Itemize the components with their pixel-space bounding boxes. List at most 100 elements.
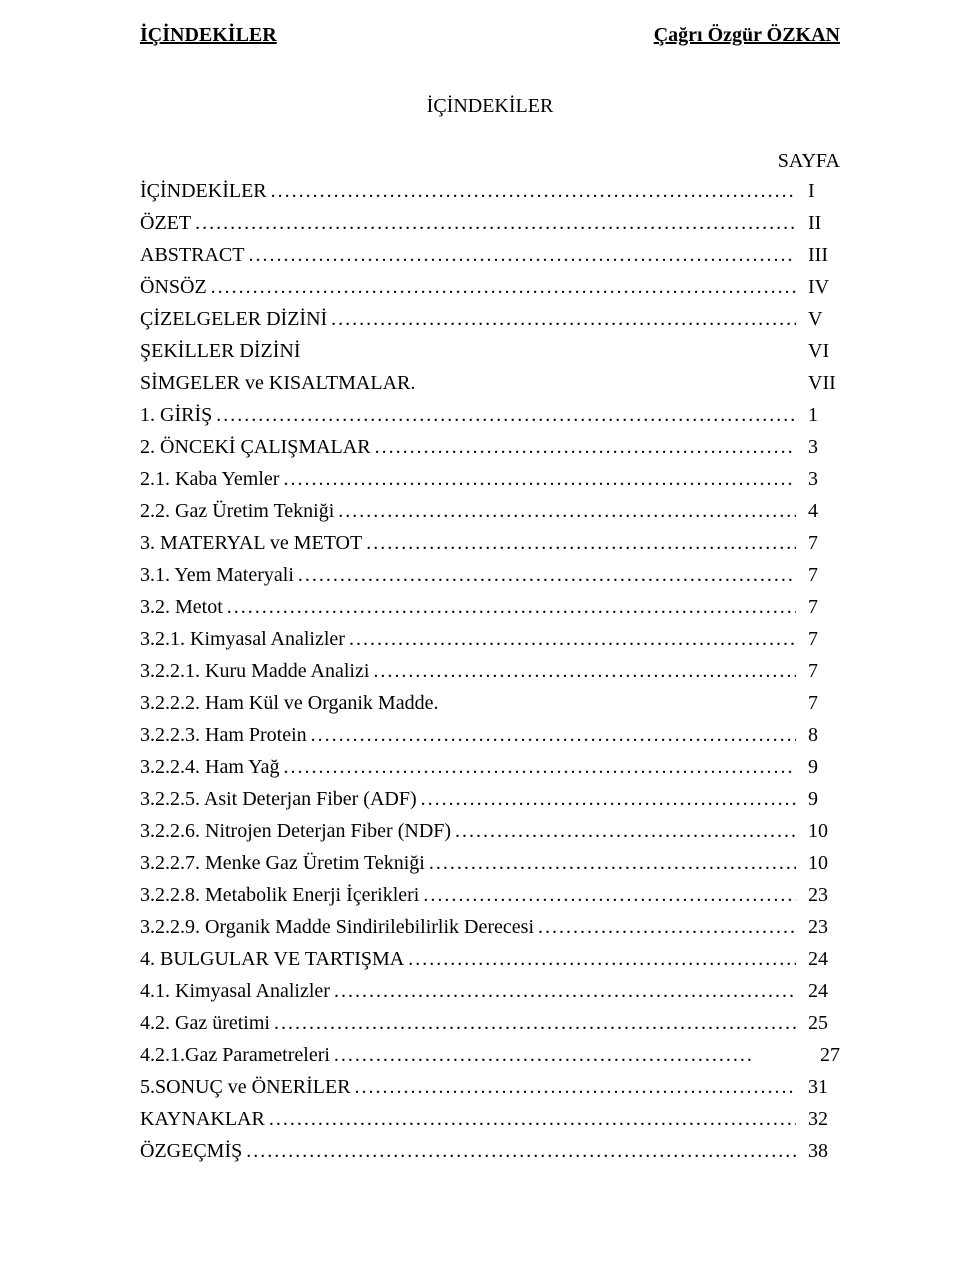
toc-page: V: [796, 305, 840, 334]
toc-leader: ........................................…: [270, 1009, 796, 1038]
toc-label: 2.1. Kaba Yemler: [140, 465, 279, 494]
toc-row: 3.2.2.3. Ham Protein....................…: [140, 721, 840, 750]
toc-label: 4.2. Gaz üretimi: [140, 1009, 270, 1038]
toc-row: ÖNSÖZ...................................…: [140, 273, 840, 302]
toc-page: 7: [796, 625, 840, 654]
toc-row: 3. MATERYAL ve METOT....................…: [140, 529, 840, 558]
toc-page: 38: [796, 1137, 840, 1166]
toc-row: 2.2. Gaz Üretim Tekniği.................…: [140, 497, 840, 526]
toc-page: 9: [796, 785, 840, 814]
toc-page-extra: 27: [798, 1041, 840, 1070]
toc-row: 4. BULGULAR VE TARTIŞMA.................…: [140, 945, 840, 974]
toc-label: 3.2.2.6. Nitrojen Deterjan Fiber (NDF): [140, 817, 451, 846]
toc-page: 32: [796, 1105, 840, 1134]
toc-page: 23: [796, 913, 840, 942]
toc-row: 2. ÖNCEKİ ÇALIŞMALAR....................…: [140, 433, 840, 462]
toc-label: KAYNAKLAR: [140, 1105, 265, 1134]
toc-row: 3.2.2.2. Ham Kül ve Organik Madde..7: [140, 689, 840, 718]
header-left: İÇİNDEKİLER: [140, 24, 277, 47]
toc-label: ÖZGEÇMİŞ: [140, 1137, 242, 1166]
toc-leader: ........................................…: [334, 497, 796, 526]
toc-page: 7: [796, 657, 840, 686]
toc-label: ABSTRACT: [140, 241, 244, 270]
toc-label: 2.2. Gaz Üretim Tekniği: [140, 497, 334, 526]
toc-label: ÖNSÖZ: [140, 273, 207, 302]
toc-page: 9: [796, 753, 840, 782]
toc-leader: ........................................…: [369, 657, 796, 686]
toc-label: 3.2.2.8. Metabolik Enerji İçerikleri: [140, 881, 419, 910]
toc-label: 3.2.2.1. Kuru Madde Analizi: [140, 657, 369, 686]
toc-leader: ........................................…: [212, 401, 796, 430]
toc-leader: ........................................…: [279, 465, 796, 494]
toc-row: 3.1. Yem Materyali......................…: [140, 561, 840, 590]
toc-label: 3.2.2.7. Menke Gaz Üretim Tekniği: [140, 849, 425, 878]
toc-label: ÖZET: [140, 209, 191, 238]
toc-page: 31: [796, 1073, 840, 1102]
toc-label: 5.SONUÇ ve ÖNERİLER: [140, 1073, 351, 1102]
toc-page: 7: [796, 529, 840, 558]
toc-leader: ........................................…: [294, 561, 796, 590]
toc-row: 3.2.2.1. Kuru Madde Analizi.............…: [140, 657, 840, 686]
toc-leader: ........................................…: [371, 433, 796, 462]
toc-page: VI: [796, 337, 840, 366]
toc-row: 3.2.2.9. Organik Madde Sindirilebilirlik…: [140, 913, 840, 942]
toc-row: 1. GİRİŞ................................…: [140, 401, 840, 430]
toc-leader: ........................................…: [419, 881, 796, 910]
toc-row: SİMGELER ve KISALTMALAR..VII: [140, 369, 840, 398]
toc-page: 3: [796, 433, 840, 462]
toc-page: 24: [796, 977, 840, 1006]
toc-label: 3. MATERYAL ve METOT: [140, 529, 362, 558]
toc-label: 3.2.2.5. Asit Deterjan Fiber (ADF): [140, 785, 417, 814]
toc-page: II: [796, 209, 840, 238]
toc-page: III: [796, 241, 840, 270]
toc-label: 3.1. Yem Materyali: [140, 561, 294, 590]
toc-label: 3.2.2.9. Organik Madde Sindirilebilirlik…: [140, 913, 534, 942]
toc-row: 3.2. Metot..............................…: [140, 593, 840, 622]
toc-leader: ........................................…: [351, 1073, 796, 1102]
toc-label: SİMGELER ve KISALTMALAR.: [140, 369, 415, 398]
toc-label: 4.2.1.Gaz Parametreleri: [140, 1041, 330, 1070]
toc-label: 1. GİRİŞ: [140, 401, 212, 430]
toc-label: 4. BULGULAR VE TARTIŞMA: [140, 945, 404, 974]
toc-page: 25: [796, 1009, 840, 1038]
toc-row: 3.2.2.7. Menke Gaz Üretim Tekniği.......…: [140, 849, 840, 878]
toc-label: 3.2.2.2. Ham Kül ve Organik Madde.: [140, 689, 438, 718]
toc-row: ÖZET....................................…: [140, 209, 840, 238]
toc-page: 7: [796, 689, 840, 718]
toc-row: 5.SONUÇ ve ÖNERİLER.....................…: [140, 1073, 840, 1102]
toc-page: 10: [796, 849, 840, 878]
toc-leader: ........................................…: [417, 785, 796, 814]
toc-leader: ........................................…: [451, 817, 796, 846]
toc-page: 8: [796, 721, 840, 750]
toc-page: 24: [796, 945, 840, 974]
toc-label: 2. ÖNCEKİ ÇALIŞMALAR: [140, 433, 371, 462]
toc-page: 23: [796, 881, 840, 910]
toc-row: ABSTRACT................................…: [140, 241, 840, 270]
toc-leader: ........................................…: [244, 241, 796, 270]
toc-leader: ........................................…: [404, 945, 796, 974]
toc-row: 2.1. Kaba Yemler........................…: [140, 465, 840, 494]
toc-leader: ........................................…: [267, 177, 796, 206]
toc-label: 3.2.2.3. Ham Protein: [140, 721, 307, 750]
toc-leader: ........................................…: [534, 913, 796, 942]
toc-leader: ........................................…: [425, 849, 796, 878]
toc-page: 3: [796, 465, 840, 494]
toc-leader: ........................................…: [362, 529, 796, 558]
toc-row: ÇİZELGELER DİZİNİ.......................…: [140, 305, 840, 334]
toc-leader: ........................................…: [307, 721, 796, 750]
toc-leader: ........................................…: [345, 625, 796, 654]
toc-row: ÖZGEÇMİŞ................................…: [140, 1137, 840, 1166]
toc-leader: ........................................…: [279, 753, 796, 782]
toc-label: 3.2. Metot: [140, 593, 223, 622]
toc-page: 7: [796, 593, 840, 622]
table-of-contents: İÇİNDEKİLER.............................…: [140, 177, 840, 1166]
toc-leader: ........................................…: [265, 1105, 796, 1134]
toc-row: KAYNAKLAR...............................…: [140, 1105, 840, 1134]
toc-leader: ........................................…: [327, 305, 796, 334]
toc-label: 3.2.1. Kimyasal Analizler: [140, 625, 345, 654]
toc-page: 4: [796, 497, 840, 526]
toc-page: 1: [796, 401, 840, 430]
toc-label: ŞEKİLLER DİZİNİ: [140, 337, 301, 366]
toc-row: 3.2.1. Kimyasal Analizler...............…: [140, 625, 840, 654]
toc-page: VII: [796, 369, 840, 398]
